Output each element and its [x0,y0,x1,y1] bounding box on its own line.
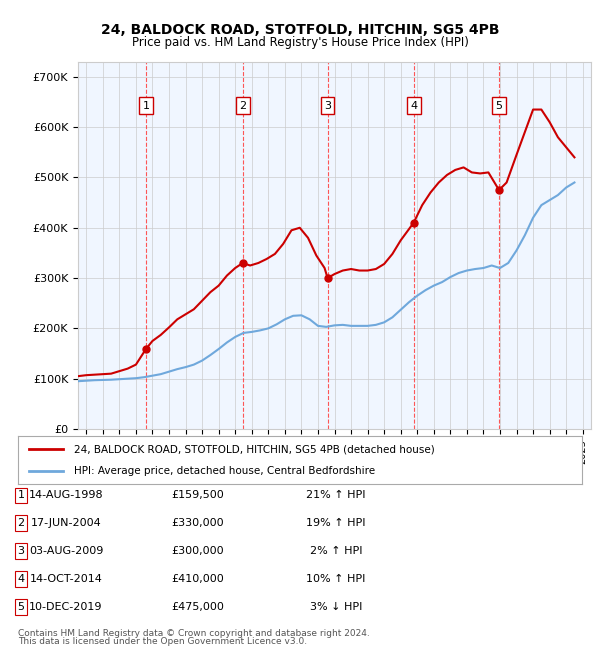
Text: 4: 4 [17,574,25,584]
Text: 2: 2 [239,101,247,111]
Text: £159,500: £159,500 [172,490,224,501]
Text: 03-AUG-2009: 03-AUG-2009 [29,546,103,556]
Text: £330,000: £330,000 [172,518,224,528]
Text: 1: 1 [17,490,25,501]
Text: 3% ↓ HPI: 3% ↓ HPI [310,602,362,612]
Text: 5: 5 [17,602,25,612]
Text: £475,000: £475,000 [172,602,224,612]
Text: 10% ↑ HPI: 10% ↑ HPI [307,574,365,584]
Text: 14-OCT-2014: 14-OCT-2014 [29,574,103,584]
Text: This data is licensed under the Open Government Licence v3.0.: This data is licensed under the Open Gov… [18,637,307,646]
Text: 4: 4 [410,101,417,111]
Text: HPI: Average price, detached house, Central Bedfordshire: HPI: Average price, detached house, Cent… [74,465,376,476]
Text: 21% ↑ HPI: 21% ↑ HPI [306,490,366,501]
Text: £410,000: £410,000 [172,574,224,584]
Text: Price paid vs. HM Land Registry's House Price Index (HPI): Price paid vs. HM Land Registry's House … [131,36,469,49]
Text: 1: 1 [143,101,149,111]
Text: 14-AUG-1998: 14-AUG-1998 [29,490,103,501]
Text: 17-JUN-2004: 17-JUN-2004 [31,518,101,528]
Text: £300,000: £300,000 [172,546,224,556]
Text: 10-DEC-2019: 10-DEC-2019 [29,602,103,612]
Text: 5: 5 [496,101,503,111]
Text: 3: 3 [324,101,331,111]
Text: 24, BALDOCK ROAD, STOTFOLD, HITCHIN, SG5 4PB (detached house): 24, BALDOCK ROAD, STOTFOLD, HITCHIN, SG5… [74,444,435,454]
Text: 2: 2 [17,518,25,528]
Text: Contains HM Land Registry data © Crown copyright and database right 2024.: Contains HM Land Registry data © Crown c… [18,629,370,638]
Text: 24, BALDOCK ROAD, STOTFOLD, HITCHIN, SG5 4PB: 24, BALDOCK ROAD, STOTFOLD, HITCHIN, SG5… [101,23,499,37]
Text: 2% ↑ HPI: 2% ↑ HPI [310,546,362,556]
Text: 3: 3 [17,546,25,556]
Text: 19% ↑ HPI: 19% ↑ HPI [306,518,366,528]
